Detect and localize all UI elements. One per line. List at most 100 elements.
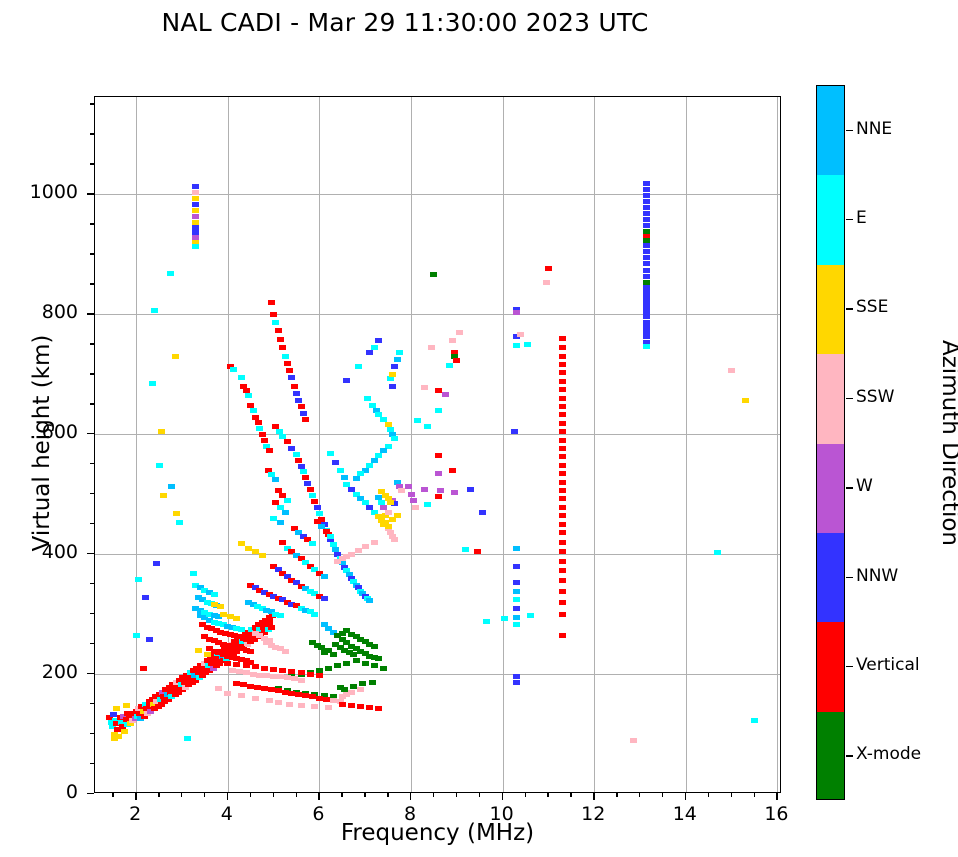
echo-point	[203, 599, 211, 605]
gridline-vertical	[594, 97, 596, 792]
echo-point	[558, 513, 566, 519]
gridline-vertical	[136, 97, 138, 792]
echo-point	[462, 546, 470, 552]
echo-point	[219, 658, 227, 664]
echo-point	[558, 454, 566, 460]
colorbar-label-sse: SSE	[856, 297, 889, 318]
echo-point	[357, 703, 365, 709]
echo-point	[347, 551, 355, 557]
echo-point	[155, 462, 163, 468]
colorbar-tick	[846, 487, 853, 489]
echo-point	[168, 484, 176, 490]
colorbar-segment-ssw[interactable]	[817, 354, 844, 444]
echo-point	[113, 720, 121, 726]
colorbar-segment-vertical[interactable]	[817, 622, 844, 712]
y-tick-minor	[90, 403, 94, 405]
echo-point	[357, 496, 365, 502]
echo-point	[366, 653, 374, 659]
echo-point	[643, 274, 651, 280]
echo-point	[279, 597, 287, 603]
echo-point	[297, 463, 305, 469]
echo-point	[251, 630, 259, 636]
x-tick-minor	[181, 793, 183, 797]
echo-point	[338, 556, 346, 562]
echo-point	[380, 448, 388, 454]
echo-point	[267, 642, 275, 648]
echo-point	[311, 591, 319, 597]
echo-point	[233, 616, 241, 622]
echo-point	[240, 635, 248, 641]
echo-point	[380, 504, 388, 510]
colorbar-segment-nne[interactable]	[817, 86, 844, 176]
echo-point	[302, 693, 310, 699]
gridline-horizontal	[95, 194, 780, 196]
echo-point	[247, 639, 255, 645]
echo-point	[274, 487, 282, 493]
echo-point	[315, 510, 323, 516]
x-tick-minor	[364, 793, 366, 797]
x-tick-label: 4	[220, 803, 233, 825]
x-tick-minor	[432, 793, 435, 797]
x-tick-label: 10	[489, 803, 514, 825]
echo-point	[192, 244, 200, 250]
echo-point	[558, 521, 566, 527]
echo-point	[242, 647, 250, 653]
echo-point	[643, 309, 651, 315]
echo-point	[315, 695, 323, 701]
echo-point	[629, 737, 637, 743]
echo-point	[347, 486, 355, 492]
gridline-horizontal	[95, 554, 780, 556]
echo-point	[478, 509, 486, 515]
echo-point	[311, 498, 319, 504]
echo-point	[643, 320, 651, 326]
echo-point	[155, 691, 163, 697]
echo-point	[281, 689, 289, 695]
echo-point	[393, 479, 401, 485]
colorbar-segment-e[interactable]	[817, 175, 844, 265]
echo-point	[192, 605, 200, 611]
echo-point	[375, 495, 383, 501]
echo-point	[288, 577, 296, 583]
colorbar-segment-nnw[interactable]	[817, 532, 844, 623]
echo-point	[375, 338, 383, 344]
echo-point	[435, 407, 442, 413]
echo-point	[302, 607, 310, 613]
x-tick-minor	[112, 793, 114, 797]
echo-point	[279, 345, 287, 351]
echo-point	[361, 651, 369, 657]
echo-point	[115, 733, 123, 739]
echo-point	[148, 381, 156, 387]
echo-point	[306, 609, 314, 615]
echo-point	[643, 340, 651, 346]
x-tick-minor	[387, 793, 389, 797]
echo-point	[352, 634, 360, 640]
echo-point	[343, 691, 351, 697]
echo-point	[267, 299, 275, 305]
echo-point	[558, 404, 566, 409]
echo-point	[380, 417, 388, 423]
echo-point	[281, 509, 289, 515]
echo-point	[448, 338, 456, 344]
echo-point	[286, 701, 294, 707]
colorbar-segment-w[interactable]	[817, 443, 844, 533]
echo-point	[643, 334, 651, 340]
echo-point	[331, 641, 339, 647]
echo-point	[197, 667, 205, 673]
echo-point	[409, 497, 417, 503]
echo-point	[178, 687, 186, 693]
echo-point	[258, 552, 266, 558]
echo-point	[451, 350, 459, 356]
echo-point	[279, 492, 287, 498]
echo-point	[375, 453, 383, 459]
colorbar-segment-x-mode[interactable]	[817, 711, 844, 799]
echo-point	[265, 448, 273, 454]
echo-point	[192, 234, 200, 240]
colorbar-segment-sse[interactable]	[817, 264, 844, 355]
echo-point	[455, 329, 463, 335]
echo-point	[270, 593, 278, 599]
echo-point	[251, 549, 259, 555]
x-tick	[684, 793, 687, 800]
azimuth-colorbar[interactable]	[816, 85, 845, 800]
echo-point	[347, 643, 355, 649]
echo-point	[210, 619, 218, 625]
